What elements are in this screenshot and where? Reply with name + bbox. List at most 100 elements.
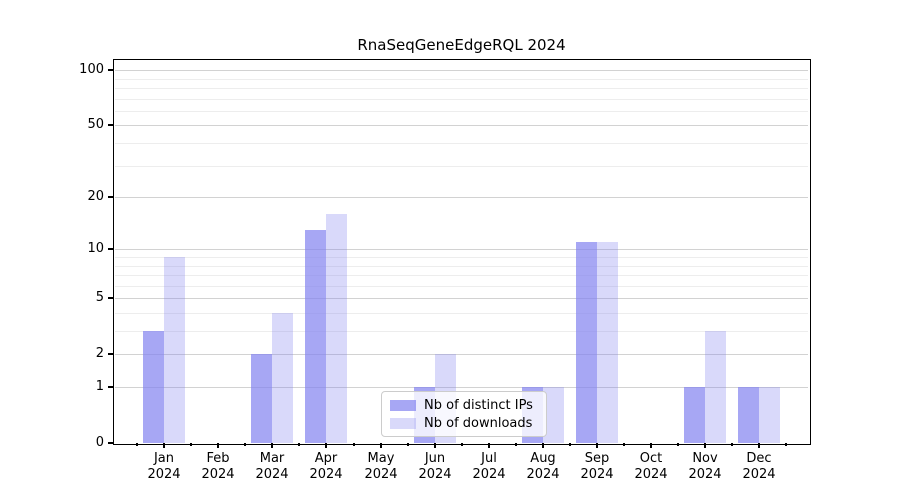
x-axis-minor-tick bbox=[136, 443, 138, 446]
x-axis-minor-tick bbox=[461, 443, 463, 446]
x-axis-minor-tick bbox=[515, 443, 517, 446]
month-label: May bbox=[367, 451, 395, 466]
bar-distinct-ips bbox=[251, 354, 272, 443]
bar-distinct-ips bbox=[684, 387, 705, 443]
x-axis-tick bbox=[758, 443, 760, 448]
year-label: 2024 bbox=[201, 467, 235, 482]
year-label: 2024 bbox=[634, 467, 668, 482]
x-axis-tick bbox=[542, 443, 544, 448]
bar-downloads bbox=[164, 257, 185, 443]
x-axis-tick-label: Aug 2024 bbox=[515, 451, 571, 483]
x-axis-tick-label: Jul 2024 bbox=[461, 451, 517, 483]
bar-downloads bbox=[759, 387, 780, 443]
x-axis-tick-label: Mar 2024 bbox=[244, 451, 300, 483]
major-gridline bbox=[115, 354, 808, 355]
year-label: 2024 bbox=[309, 467, 343, 482]
year-label: 2024 bbox=[364, 467, 398, 482]
minor-gridline bbox=[115, 111, 808, 112]
major-gridline bbox=[115, 70, 808, 71]
bar-downloads bbox=[272, 313, 293, 443]
month-label: Jul bbox=[481, 451, 497, 466]
month-label: Oct bbox=[639, 451, 663, 466]
x-axis-tick bbox=[325, 443, 327, 448]
x-axis-tick bbox=[163, 443, 165, 448]
minor-gridline bbox=[115, 166, 808, 167]
year-label: 2024 bbox=[472, 467, 506, 482]
year-label: 2024 bbox=[526, 467, 560, 482]
bar-downloads bbox=[705, 331, 726, 443]
x-axis-minor-tick bbox=[244, 443, 246, 446]
legend-swatch-distinct-ips bbox=[390, 400, 416, 411]
x-axis-minor-tick bbox=[731, 443, 733, 446]
bar-distinct-ips bbox=[305, 230, 326, 443]
x-axis-tick bbox=[650, 443, 652, 448]
minor-gridline bbox=[115, 331, 808, 332]
year-label: 2024 bbox=[418, 467, 452, 482]
legend: Nb of distinct IPs Nb of downloads bbox=[381, 391, 547, 437]
month-label: Nov bbox=[692, 451, 718, 466]
month-label: Feb bbox=[206, 451, 230, 466]
year-label: 2024 bbox=[147, 467, 181, 482]
y-axis-tick bbox=[108, 248, 114, 250]
month-label: Apr bbox=[314, 451, 338, 466]
year-label: 2024 bbox=[688, 467, 722, 482]
month-label: Aug bbox=[530, 451, 556, 466]
y-axis-tick-label: 1 bbox=[95, 379, 104, 394]
x-axis-minor-tick bbox=[785, 443, 787, 446]
y-axis-tick-label: 100 bbox=[79, 62, 104, 77]
legend-label: Nb of distinct IPs bbox=[424, 398, 533, 413]
x-axis-tick bbox=[488, 443, 490, 448]
x-axis-minor-tick bbox=[353, 443, 355, 446]
x-axis-tick bbox=[217, 443, 219, 448]
year-label: 2024 bbox=[580, 467, 614, 482]
major-gridline bbox=[115, 298, 808, 299]
year-label: 2024 bbox=[255, 467, 289, 482]
bar-downloads bbox=[597, 242, 618, 443]
x-axis-tick bbox=[704, 443, 706, 448]
bar-distinct-ips bbox=[576, 242, 597, 443]
x-axis-tick bbox=[434, 443, 436, 448]
x-axis-tick bbox=[271, 443, 273, 448]
x-axis-minor-tick bbox=[298, 443, 300, 446]
y-axis-tick-label: 20 bbox=[87, 189, 104, 204]
legend-label: Nb of downloads bbox=[424, 416, 533, 431]
minor-gridline bbox=[115, 266, 808, 267]
minor-gridline bbox=[115, 99, 808, 100]
x-axis-tick-label: Dec 2024 bbox=[731, 451, 787, 483]
month-label: Sep bbox=[584, 451, 610, 466]
minor-gridline bbox=[115, 143, 808, 144]
x-axis-tick-label: Sep 2024 bbox=[569, 451, 625, 483]
y-axis-tick-label: 2 bbox=[95, 346, 104, 361]
x-axis-minor-tick bbox=[677, 443, 679, 446]
y-axis-tick-label: 10 bbox=[87, 241, 104, 256]
x-axis-tick-label: Apr 2024 bbox=[298, 451, 354, 483]
x-axis-tick bbox=[596, 443, 598, 448]
x-axis-minor-tick bbox=[190, 443, 192, 446]
y-axis-tick bbox=[108, 196, 114, 198]
x-axis-tick-label: Nov 2024 bbox=[677, 451, 733, 483]
minor-gridline bbox=[115, 313, 808, 314]
major-gridline bbox=[115, 197, 808, 198]
y-axis-tick-label: 0 bbox=[95, 435, 104, 450]
x-axis-tick-label: Oct 2024 bbox=[623, 451, 679, 483]
y-axis-tick-label: 50 bbox=[87, 117, 104, 132]
year-label: 2024 bbox=[742, 467, 776, 482]
y-axis-tick bbox=[108, 442, 114, 444]
y-axis-tick bbox=[108, 353, 114, 355]
major-gridline bbox=[115, 125, 808, 126]
x-axis-minor-tick bbox=[569, 443, 571, 446]
y-axis-tick bbox=[108, 386, 114, 388]
x-axis-tick-label: May 2024 bbox=[353, 451, 409, 483]
bar-downloads bbox=[543, 387, 564, 443]
x-axis-tick bbox=[380, 443, 382, 448]
minor-gridline bbox=[115, 286, 808, 287]
x-axis-minor-tick bbox=[623, 443, 625, 446]
legend-entry: Nb of downloads bbox=[390, 416, 537, 431]
x-axis-minor-tick bbox=[407, 443, 409, 446]
minor-gridline bbox=[115, 79, 808, 80]
month-label: Jun bbox=[424, 451, 446, 466]
minor-gridline bbox=[115, 275, 808, 276]
y-axis-tick bbox=[108, 297, 114, 299]
x-axis-tick-label: Jan 2024 bbox=[136, 451, 192, 483]
